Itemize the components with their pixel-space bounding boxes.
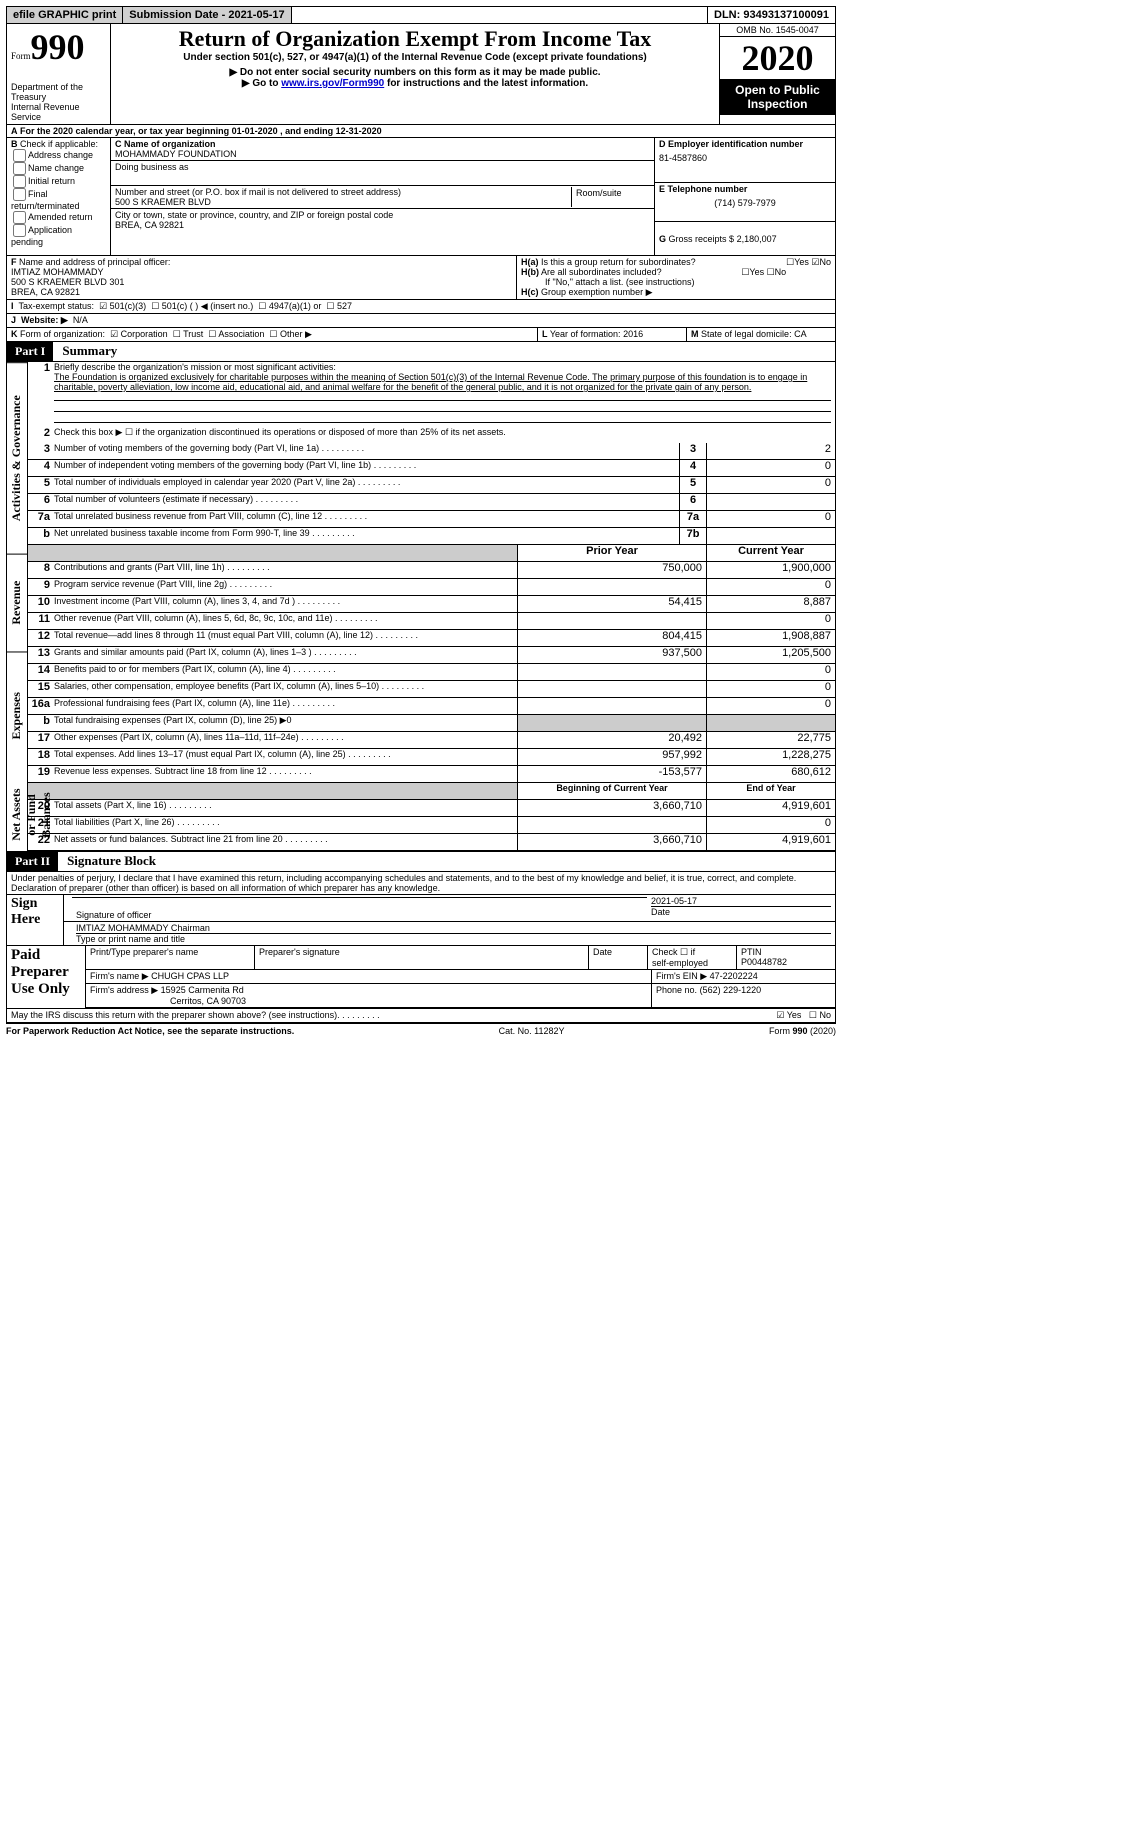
firm-ein: 47-2202224 [710, 971, 758, 981]
dba: Doing business as [111, 161, 654, 186]
ha-yesno[interactable]: ☐Yes ☑No [786, 257, 831, 268]
sign-here-block: Sign Here Signature of officer 2021-05-1… [7, 895, 835, 946]
officer-name: IMTIAZ MOHAMMADY Chairman [76, 923, 831, 934]
mission-text: The Foundation is organized exclusively … [54, 372, 807, 392]
spacer [292, 7, 708, 23]
state-domicile: CA [794, 329, 807, 339]
cb-name-change[interactable]: Name change [11, 162, 106, 175]
phone: (714) 579-7979 [659, 198, 831, 208]
line-j: J Website: ▶ N/A [7, 314, 835, 328]
cb-app-pending[interactable]: Application pending [11, 224, 106, 247]
section-h: H(a) Is this a group return for subordin… [517, 256, 835, 299]
city-state-zip: BREA, CA 92821 [115, 220, 184, 230]
page-footer: For Paperwork Reduction Act Notice, see … [6, 1024, 836, 1036]
subtitle-3: ▶ Go to www.irs.gov/Form990 for instruct… [115, 78, 715, 89]
part-ii-header: Part II Signature Block [7, 851, 835, 872]
ptin: P00448782 [741, 957, 787, 967]
title-block: Return of Organization Exempt From Incom… [111, 24, 720, 124]
ein: 81-4587860 [659, 153, 831, 163]
form-number: 990 [31, 27, 85, 67]
firm-name: CHUGH CPAS LLP [151, 971, 229, 981]
submission-date: Submission Date - 2021-05-17 [123, 7, 291, 23]
part-i-body: Activities & Governance Revenue Expenses… [7, 362, 835, 851]
dln: DLN: 93493137100091 [708, 7, 835, 23]
efile-button[interactable]: efile GRAPHIC print [7, 7, 123, 23]
form990-link[interactable]: www.irs.gov/Form990 [281, 78, 384, 89]
room-suite: Room/suite [571, 187, 650, 207]
jurat: Under penalties of perjury, I declare th… [7, 872, 835, 895]
subtitle-2: ▶ Do not enter social security numbers o… [115, 67, 715, 78]
cb-initial-return[interactable]: Initial return [11, 175, 106, 188]
section-f: F Name and address of principal officer:… [7, 256, 517, 299]
cb-addr-change[interactable]: Address change [11, 149, 106, 162]
form-header: Form990 Department of the Treasury Inter… [6, 24, 836, 125]
omb-number: OMB No. 1545-0047 [720, 24, 835, 37]
year-formation: 2016 [623, 329, 643, 339]
section-deg: D Employer identification number81-45878… [655, 138, 835, 255]
cb-final-return[interactable]: Final return/terminated [11, 188, 106, 211]
website: N/A [73, 315, 88, 326]
year-block: OMB No. 1545-0047 2020 Open to Public In… [720, 24, 835, 124]
fh-row: F Name and address of principal officer:… [7, 256, 835, 300]
klm-row: K Form of organization: ☑ Corporation ☐ … [7, 328, 835, 342]
lines-area: 1Briefly describe the organization's mis… [28, 362, 835, 851]
subtitle-1: Under section 501(c), 527, or 4947(a)(1)… [115, 52, 715, 63]
irs-discuss: May the IRS discuss this return with the… [7, 1009, 835, 1023]
org-name: MOHAMMADY FOUNDATION [115, 149, 237, 159]
cb-501c[interactable]: ☐ 501(c) ( ) ◀ (insert no.) [151, 301, 253, 312]
cb-527[interactable]: ☐ 527 [326, 301, 352, 312]
top-toolbar: efile GRAPHIC print Submission Date - 20… [6, 6, 836, 24]
cb-4947[interactable]: ☐ 4947(a)(1) or [258, 301, 321, 312]
section-c: C Name of organizationMOHAMMADY FOUNDATI… [111, 138, 655, 255]
street-address: 500 S KRAEMER BLVD [115, 197, 211, 207]
gross-receipts: 2,180,007 [737, 234, 777, 244]
efile-label: efile GRAPHIC print [13, 9, 116, 21]
line-i: I Tax-exempt status: ☑ 501(c)(3) ☐ 501(c… [7, 300, 835, 314]
cb-amended[interactable]: Amended return [11, 211, 106, 224]
dept-treasury: Department of the Treasury Internal Reve… [11, 82, 106, 122]
cb-assoc[interactable]: ☐ Association [208, 329, 264, 339]
form-label: Form [11, 51, 31, 61]
form-number-block: Form990 Department of the Treasury Inter… [7, 24, 111, 124]
hb-yesno[interactable]: ☐Yes ☐No [741, 267, 786, 278]
cb-501c3[interactable]: ☑ 501(c)(3) [99, 301, 146, 312]
part-i-header: Part I Summary [7, 342, 835, 362]
form-title: Return of Organization Exempt From Incom… [115, 26, 715, 52]
section-b: B Check if applicable: Address change Na… [7, 138, 111, 255]
open-public-inspection: Open to Public Inspection [720, 79, 835, 115]
cb-trust[interactable]: ☐ Trust [173, 329, 204, 339]
form-footer: Form 990 (2020) [769, 1026, 836, 1036]
paid-preparer-block: Paid Preparer Use Only Print/Type prepar… [7, 946, 835, 1009]
line-a: A For the 2020 calendar year, or tax yea… [7, 125, 835, 138]
vlabels: Activities & Governance Revenue Expenses… [7, 362, 28, 851]
cb-other[interactable]: ☐ Other ▶ [269, 329, 312, 339]
irs-yesno[interactable]: ☑ Yes ☐ No [776, 1010, 831, 1021]
tax-year: 2020 [720, 37, 835, 79]
cb-corp[interactable]: ☑ Corporation [110, 329, 168, 339]
prep-phone: (562) 229-1220 [700, 985, 762, 995]
bcdeg-row: B Check if applicable: Address change Na… [7, 138, 835, 256]
